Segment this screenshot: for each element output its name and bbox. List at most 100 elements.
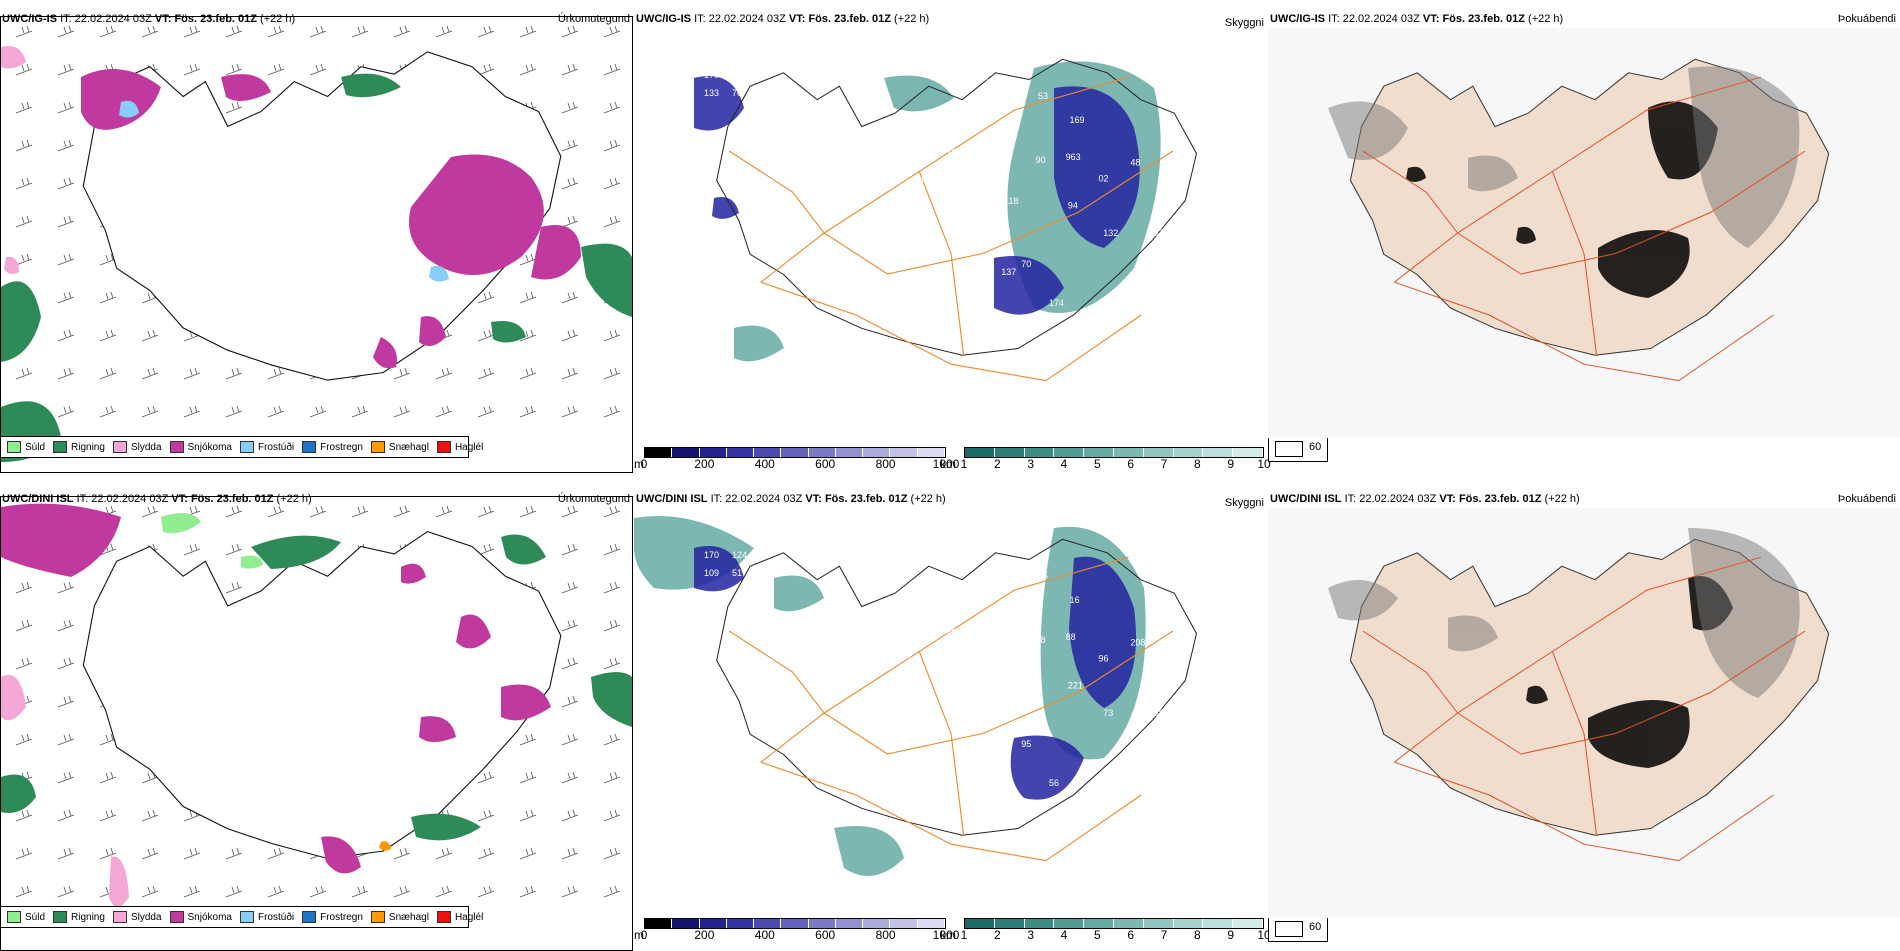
wind-barb: [603, 329, 621, 342]
wind-barb: [561, 657, 579, 670]
fog-map: [1268, 28, 1900, 438]
wind-barb: [309, 505, 327, 518]
wind-barb: [309, 63, 327, 76]
wind-barb: [141, 847, 159, 860]
legend-swatch: [112, 911, 127, 923]
fog-legend-label-60: 60: [1309, 441, 1322, 453]
legend-swatch: [302, 441, 317, 453]
cloud-base-label: 88: [1066, 632, 1076, 642]
visibility-colorbar-strip: [964, 918, 1264, 929]
legend-label: Súld: [25, 911, 46, 923]
wind-barb: [57, 329, 75, 342]
legend-swatch: [370, 911, 385, 923]
model-name: UWC/IG-IS: [2, 13, 57, 25]
vt-value: Fös. 23.feb. 01Z: [190, 493, 274, 505]
wind-barb: [225, 505, 243, 518]
lead-time: (+22 h): [910, 493, 946, 505]
cloud-base-label: 94: [1068, 200, 1078, 210]
legend-swatch: [169, 911, 184, 923]
wind-barb: [561, 619, 579, 632]
wind-barb: [603, 139, 621, 152]
legend-label: Slydda: [130, 911, 162, 923]
colorbar-tick: 600: [815, 928, 836, 942]
it-label: IT:: [76, 493, 89, 505]
cloud-base-label: 174: [1049, 298, 1064, 308]
lead-time: (+22 h): [276, 493, 312, 505]
colorbar-segment: [1024, 448, 1055, 457]
colorbar-segment: [965, 919, 995, 928]
wind-barb: [519, 63, 537, 76]
cloud-header: UWC/DINI ISL IT: 22.02.2024 03Z VT: Fös.…: [634, 490, 1268, 508]
wind-barb: [603, 177, 621, 190]
cloud-base-label: 375: [1154, 228, 1169, 238]
legend-label: Frostúði: [257, 911, 295, 923]
wind-barb: [393, 505, 411, 518]
colorbar-segment: [808, 919, 836, 928]
cloud-base-label: 73: [1103, 708, 1113, 718]
colorbar-segment: [645, 919, 673, 928]
legend-label: Snæhagl: [388, 911, 429, 923]
wind-barb: [561, 101, 579, 114]
colorbar-tick: 7: [1160, 457, 1168, 471]
wind-barb: [519, 809, 537, 822]
wind-barb: [477, 809, 495, 822]
cloud-base-unit: m: [634, 928, 644, 942]
road: [1394, 281, 1774, 382]
lead-time: (+22 h): [894, 13, 930, 25]
freezing-drizzle-areas: [119, 100, 449, 282]
vt-label: VT:: [154, 13, 172, 25]
wind-barb: [603, 733, 621, 746]
wind-barb: [183, 405, 201, 418]
colorbar-segment: [994, 919, 1025, 928]
cloud-base-label: 78: [1036, 635, 1046, 645]
wind-barb: [15, 847, 33, 860]
cloud-base-label: 88: [947, 628, 957, 638]
model-name: UWC/IG-IS: [1270, 13, 1325, 25]
legend-item: Frostregn: [302, 441, 363, 453]
skyggni-label: Skyggni: [1224, 17, 1264, 29]
wind-barb: [393, 25, 411, 38]
wind-barb: [15, 581, 33, 594]
legend-swatch: [53, 441, 68, 453]
visibility-unit: km: [940, 928, 956, 942]
wind-barb: [561, 543, 579, 556]
wind-barb: [603, 771, 621, 784]
wind-barb: [225, 543, 243, 556]
cloud-base-colorbar-strip: [644, 918, 946, 929]
cloud-base-label: 29: [1215, 706, 1225, 716]
road: [728, 150, 825, 234]
wind-barb: [603, 809, 621, 822]
colorbar-segment: [1203, 448, 1234, 457]
wind-barb: [57, 885, 75, 898]
fog-panel: UWC/DINI ISL IT: 22.02.2024 03Z VT: Fös.…: [1268, 490, 1900, 950]
legend-label: Frostregn: [320, 911, 363, 923]
wind-barb: [561, 291, 579, 304]
cloud-base-colorbar-strip: [644, 447, 946, 458]
wind-barb: [57, 581, 75, 594]
colorbar-segment: [1084, 448, 1114, 457]
wind-barb: [141, 367, 159, 380]
wind-barb: [435, 885, 453, 898]
cloud-map: 170 124 63 109 51 58 95 135 99 170 88 221 193 208 82 85…: [634, 516, 1225, 876]
precip-panel: UWC/DINI ISL IT: 22.02.2024 03Z VT: Fös.…: [0, 490, 634, 951]
wind-barb: [435, 25, 453, 38]
colorbar-tick: 4: [1060, 457, 1068, 471]
colorbar-segment: [1054, 919, 1085, 928]
visibility-unit: km: [940, 457, 956, 471]
wind-barb: [183, 25, 201, 38]
colorbar-segment: [994, 448, 1025, 457]
fog-gray-areas: [1328, 66, 1800, 248]
iceland-coastline: [716, 58, 1198, 356]
road: [760, 761, 1142, 862]
cloud-base-label: 48: [1130, 157, 1140, 167]
vt-value: Fös. 23.feb. 01Z: [174, 13, 257, 25]
cloud-base-label: 221: [1068, 680, 1083, 690]
wind-barb: [99, 405, 117, 418]
wind-barb: [267, 63, 285, 76]
wind-barb: [393, 405, 411, 418]
legend-label: Snæhagl: [388, 441, 429, 453]
wind-barb: [603, 885, 621, 898]
sleet-pellets-areas: [379, 841, 391, 851]
wind-barb: [141, 329, 159, 342]
colorbar-segment: [1084, 919, 1114, 928]
